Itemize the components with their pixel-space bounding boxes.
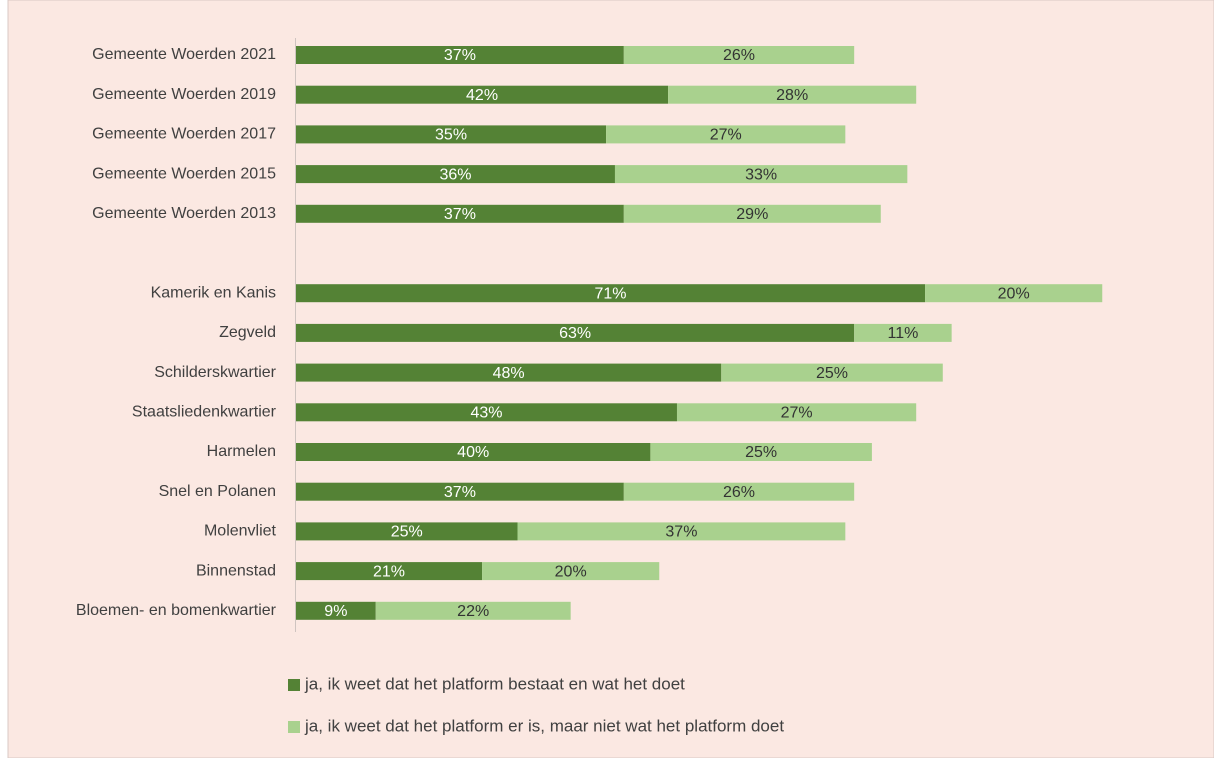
category-label: Harmelen	[207, 443, 276, 460]
value-label: 37%	[444, 47, 476, 64]
value-label: 35%	[435, 127, 467, 144]
value-label: 9%	[324, 603, 347, 620]
legend-swatch	[288, 679, 300, 691]
category-label: Molenvliet	[204, 523, 277, 540]
value-label: 25%	[745, 444, 777, 461]
category-label: Binnenstad	[196, 562, 276, 579]
category-label: Staatsliedenkwartier	[132, 404, 277, 421]
bar-segment	[676, 403, 917, 422]
category-label: Zegveld	[219, 324, 276, 341]
category-label: Bloemen- en bomenkwartier	[76, 602, 277, 619]
value-label: 48%	[493, 365, 525, 382]
category-label: Schilderskwartier	[154, 364, 276, 381]
value-label: 36%	[439, 166, 471, 183]
bar-segment	[623, 204, 881, 223]
bar-segment	[623, 482, 855, 501]
bar-segment	[296, 601, 376, 620]
bar-segment	[296, 165, 615, 184]
value-label: 26%	[723, 47, 755, 64]
value-label: 43%	[470, 405, 502, 422]
bar-segment	[925, 284, 1103, 303]
legend-label: ja, ik weet dat het platform er is, maar…	[304, 716, 784, 735]
category-label: Gemeente Woerden 2013	[92, 205, 276, 222]
value-label: 20%	[998, 285, 1030, 302]
bar-segment	[296, 46, 624, 64]
bar-segment	[614, 165, 908, 184]
bar-segment	[296, 85, 669, 104]
value-label: 20%	[555, 563, 587, 580]
category-label: Gemeente Woerden 2017	[92, 126, 276, 143]
category-label: Gemeente Woerden 2019	[92, 86, 276, 103]
legend-label: ja, ik weet dat het platform bestaat en …	[304, 674, 685, 693]
bar-segment	[296, 562, 483, 581]
value-label: 28%	[776, 87, 808, 104]
value-label: 27%	[710, 127, 742, 144]
value-label: 40%	[457, 444, 489, 461]
bar-segment	[296, 522, 518, 541]
bar-segment	[296, 403, 677, 422]
bar-segment	[296, 443, 651, 461]
bar-segment	[721, 363, 943, 382]
value-label: 63%	[559, 325, 591, 342]
value-label: 26%	[723, 484, 755, 501]
bar-segment	[375, 601, 571, 620]
value-label: 21%	[373, 563, 405, 580]
bar-segment	[296, 125, 607, 144]
bar-segment	[296, 284, 926, 303]
bar-segment	[296, 323, 855, 342]
category-label: Snel en Polanen	[159, 483, 276, 500]
value-label: 37%	[444, 206, 476, 223]
legend-swatch	[288, 721, 300, 733]
value-label: 25%	[816, 365, 848, 382]
category-label: Gemeente Woerden 2021	[92, 46, 276, 63]
value-label: 37%	[444, 484, 476, 501]
value-label: 42%	[466, 87, 498, 104]
value-label: 22%	[457, 603, 489, 620]
value-label: 25%	[391, 524, 423, 541]
category-label: Gemeente Woerden 2015	[92, 165, 276, 182]
bar-segment	[517, 522, 846, 541]
bar-segment	[623, 46, 855, 64]
bar-segment	[296, 482, 624, 501]
value-label: 37%	[665, 524, 697, 541]
bar-segment	[296, 363, 722, 382]
value-label: 27%	[781, 405, 813, 422]
bar-segment	[650, 443, 872, 461]
bar-segment	[296, 204, 624, 223]
bar-segment	[854, 323, 952, 342]
bar-segment	[606, 125, 846, 144]
value-label: 29%	[736, 206, 768, 223]
category-label: Kamerik en Kanis	[151, 284, 276, 301]
value-label: 71%	[595, 285, 627, 302]
bar-segment	[668, 85, 917, 104]
bar-segment	[482, 562, 660, 581]
value-label: 33%	[745, 166, 777, 183]
value-label: 11%	[887, 325, 918, 342]
